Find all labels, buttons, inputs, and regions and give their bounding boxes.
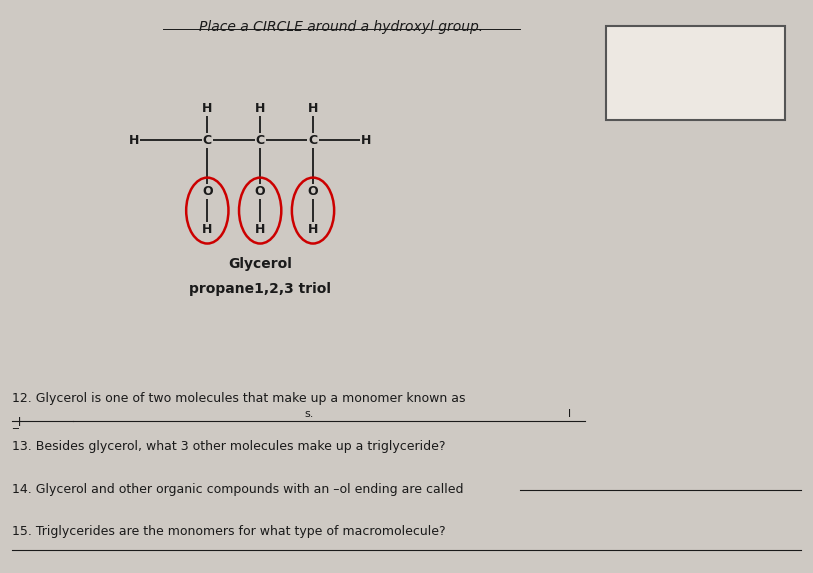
Text: Place a CIRCLE around a hydroxyl group.: Place a CIRCLE around a hydroxyl group.: [199, 20, 484, 34]
Text: O: O: [254, 186, 266, 198]
Text: H: H: [202, 223, 212, 236]
Text: H: H: [361, 134, 371, 147]
Text: H: H: [308, 223, 318, 236]
Text: 13. Besides glycerol, what 3 other molecules make up a triglyceride?: 13. Besides glycerol, what 3 other molec…: [12, 441, 446, 453]
Text: C: C: [308, 134, 318, 147]
Text: H: H: [255, 223, 265, 236]
Text: H: H: [255, 103, 265, 115]
Text: Teacher Initials: Teacher Initials: [612, 30, 676, 40]
FancyBboxPatch shape: [606, 26, 785, 120]
Text: l: l: [567, 409, 571, 419]
Text: Glycerol: Glycerol: [228, 257, 292, 270]
Text: H: H: [129, 134, 139, 147]
Text: H: H: [202, 103, 212, 115]
Text: 14. Glycerol and other organic compounds with an –ol ending are called: 14. Glycerol and other organic compounds…: [12, 484, 463, 496]
Text: H: H: [308, 103, 318, 115]
Text: propane1,2,3 triol: propane1,2,3 triol: [189, 282, 331, 296]
Text: s.: s.: [304, 409, 314, 419]
Text: O: O: [202, 186, 213, 198]
Text: O: O: [307, 186, 319, 198]
Text: C: C: [202, 134, 212, 147]
Text: _I: _I: [12, 415, 21, 427]
Text: C: C: [255, 134, 265, 147]
Text: 15. Triglycerides are the monomers for what type of macromolecule?: 15. Triglycerides are the monomers for w…: [12, 525, 446, 538]
Text: 12. Glycerol is one of two molecules that make up a monomer known as: 12. Glycerol is one of two molecules tha…: [12, 392, 466, 405]
